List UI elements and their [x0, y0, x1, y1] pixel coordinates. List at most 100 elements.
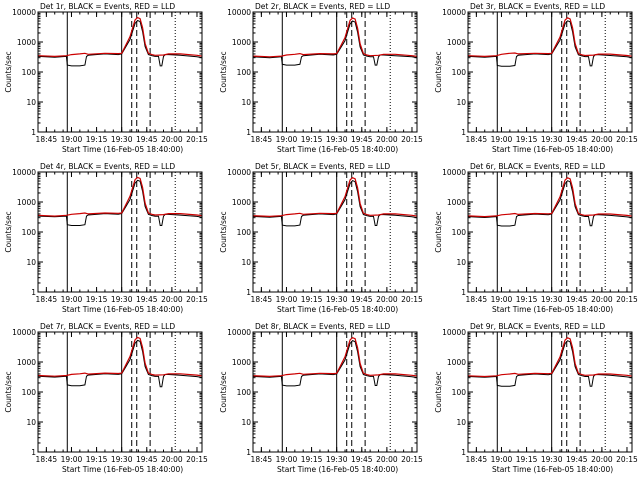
plot-frame — [252, 331, 418, 453]
y-axis-title: Counts/sec — [219, 371, 228, 412]
lld-series-line — [37, 16, 203, 58]
x-tick-label: 20:15 — [616, 295, 638, 304]
plot-frame — [37, 331, 203, 453]
x-tick-label: 20:15 — [186, 455, 208, 464]
y-tick-label: 100 — [22, 228, 37, 237]
y-tick-label: 1 — [246, 288, 251, 297]
events-series-line — [37, 339, 203, 388]
panel-title: Det 1r, BLACK = Events, RED = LLD — [40, 2, 175, 11]
plot-frame — [37, 11, 203, 133]
y-tick-label: 100 — [452, 68, 467, 77]
panel-title: Det 8r, BLACK = Events, RED = LLD — [255, 322, 390, 331]
y-axis-title: Counts/sec — [219, 51, 228, 92]
x-tick-label: 19:45 — [136, 295, 158, 304]
x-tick-label: 19:00 — [61, 135, 83, 144]
x-tick-label: 20:00 — [161, 295, 183, 304]
x-tick-label: 19:00 — [491, 455, 513, 464]
y-tick-label: 10 — [26, 258, 36, 267]
x-tick-label: 19:45 — [351, 295, 373, 304]
x-tick-label: 20:00 — [161, 135, 183, 144]
x-tick-label: 20:15 — [186, 135, 208, 144]
x-tick-label: 19:15 — [516, 135, 538, 144]
panel-6: Det 6r, BLACK = Events, RED = LLD 1 10 100 1… — [434, 162, 638, 314]
y-tick-label: 10 — [456, 258, 466, 267]
y-tick-label: 1 — [461, 448, 466, 457]
x-axis-title: Start Time (16-Feb-05 18:40:00) — [62, 465, 183, 474]
y-tick-label: 10000 — [442, 168, 466, 177]
x-tick-label: 19:00 — [276, 455, 298, 464]
x-tick-label: 18:45 — [251, 135, 273, 144]
x-axis-title: Start Time (16-Feb-05 18:40:00) — [492, 465, 613, 474]
panel-title: Det 3r, BLACK = Events, RED = LLD — [470, 2, 605, 11]
x-tick-label: 19:30 — [111, 455, 133, 464]
x-tick-label: 19:30 — [326, 455, 348, 464]
x-tick-label: 20:15 — [186, 295, 208, 304]
lld-series-line — [252, 337, 418, 378]
x-tick-label: 19:45 — [136, 135, 158, 144]
x-tick-label: 19:15 — [86, 295, 108, 304]
y-tick-label: 100 — [237, 228, 252, 237]
x-tick-label: 19:45 — [136, 455, 158, 464]
x-tick-label: 19:15 — [516, 295, 538, 304]
x-tick-label: 19:00 — [491, 295, 513, 304]
x-axis-title: Start Time (16-Feb-05 18:40:00) — [62, 305, 183, 314]
y-tick-label: 100 — [22, 68, 37, 77]
x-axis-title: Start Time (16-Feb-05 18:40:00) — [492, 305, 613, 314]
x-tick-label: 18:45 — [36, 455, 58, 464]
x-axis-title: Start Time (16-Feb-05 18:40:00) — [277, 145, 398, 154]
plot-frame — [467, 331, 633, 453]
events-series-line — [467, 20, 633, 67]
y-tick-label: 10000 — [442, 328, 466, 337]
y-tick-label: 1000 — [232, 38, 251, 47]
panel-2: Det 2r, BLACK = Events, RED = LLD 1 10 100 1… — [219, 2, 423, 154]
y-tick-label: 100 — [452, 228, 467, 237]
y-tick-label: 1 — [461, 128, 466, 137]
panel-title: Det 5r, BLACK = Events, RED = LLD — [255, 162, 390, 171]
y-tick-label: 100 — [452, 388, 467, 397]
y-tick-label: 100 — [22, 388, 37, 397]
lld-series-line — [252, 176, 418, 218]
x-tick-label: 19:15 — [301, 135, 323, 144]
events-series-line — [37, 19, 203, 67]
y-tick-label: 100 — [237, 388, 252, 397]
x-tick-label: 18:45 — [466, 455, 488, 464]
y-tick-label: 10 — [26, 418, 36, 427]
y-axis-title: Counts/sec — [219, 211, 228, 252]
x-tick-label: 19:00 — [491, 135, 513, 144]
x-tick-label: 19:30 — [111, 135, 133, 144]
panel-9: Det 9r, BLACK = Events, RED = LLD 1 10 100 1… — [434, 322, 638, 474]
y-axis-title: Counts/sec — [4, 211, 13, 252]
x-tick-label: 18:45 — [466, 295, 488, 304]
y-axis-title: Counts/sec — [4, 51, 13, 92]
y-tick-label: 1000 — [17, 358, 36, 367]
x-tick-label: 18:45 — [36, 295, 58, 304]
y-tick-label: 1 — [31, 448, 36, 457]
y-tick-label: 10000 — [12, 8, 36, 17]
x-tick-label: 20:00 — [591, 135, 613, 144]
x-tick-label: 19:15 — [301, 455, 323, 464]
plot-frame — [252, 171, 418, 293]
y-tick-label: 1000 — [447, 38, 466, 47]
x-tick-label: 20:00 — [376, 295, 398, 304]
y-tick-label: 1 — [461, 288, 466, 297]
x-tick-label: 19:45 — [351, 455, 373, 464]
y-tick-label: 1 — [246, 128, 251, 137]
x-tick-label: 19:00 — [61, 455, 83, 464]
panel-title: Det 6r, BLACK = Events, RED = LLD — [470, 162, 605, 171]
y-tick-label: 10 — [241, 98, 251, 107]
x-tick-label: 19:15 — [86, 455, 108, 464]
x-tick-label: 19:15 — [516, 455, 538, 464]
panel-title: Det 7r, BLACK = Events, RED = LLD — [40, 322, 175, 331]
y-axis-title: Counts/sec — [434, 51, 443, 92]
x-tick-label: 19:30 — [111, 295, 133, 304]
events-series-line — [252, 20, 418, 66]
y-tick-label: 10000 — [227, 168, 251, 177]
plot-frame — [467, 171, 633, 293]
y-tick-label: 10 — [241, 258, 251, 267]
x-tick-label: 19:30 — [326, 135, 348, 144]
panel-1: Det 1r, BLACK = Events, RED = LLD 1 10 100 1… — [4, 2, 208, 154]
y-tick-label: 10000 — [227, 328, 251, 337]
lld-series-line — [37, 336, 203, 377]
events-series-line — [467, 180, 633, 227]
